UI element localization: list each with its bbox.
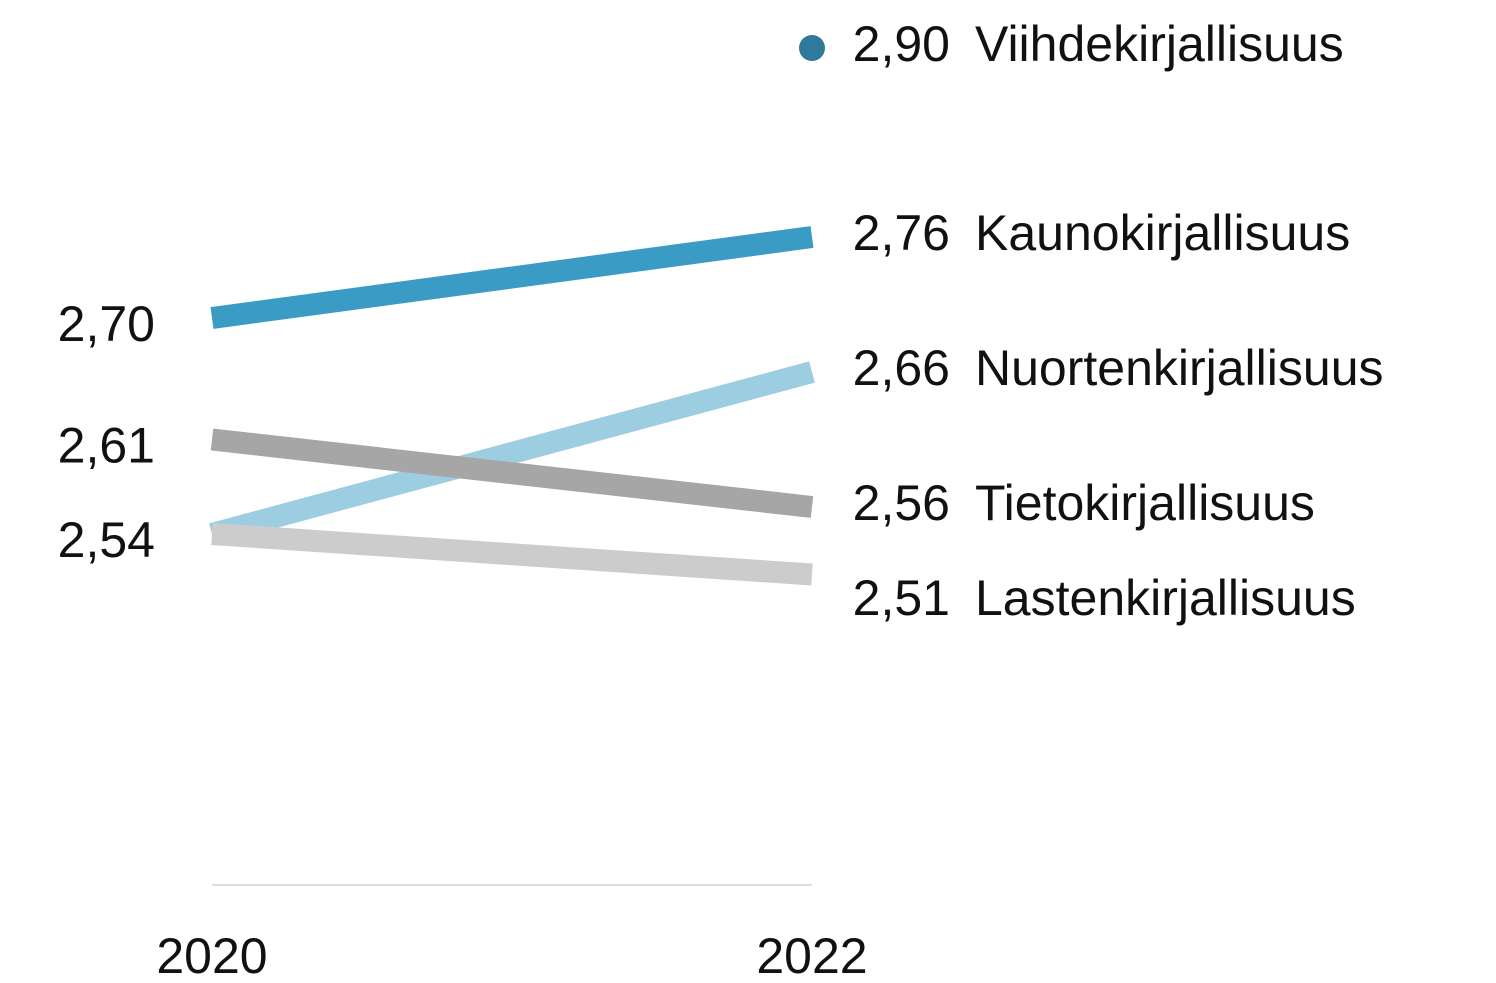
- series-dot: [799, 35, 825, 61]
- series-name: Viihdekirjallisuus: [975, 16, 1344, 72]
- value-label: 2,90: [853, 16, 950, 72]
- x-tick-label: 2022: [756, 928, 867, 983]
- series-line: [210, 226, 814, 329]
- series-line: [211, 523, 813, 586]
- series-name: Tietokirjallisuus: [975, 475, 1315, 531]
- series-name: Kaunokirjallisuus: [975, 205, 1350, 261]
- value-label: 2,54: [58, 512, 155, 568]
- value-label: 2,61: [58, 418, 155, 474]
- value-label: 2,76: [853, 205, 950, 261]
- series-name: Lastenkirjallisuus: [975, 570, 1356, 626]
- series-line: [209, 361, 815, 545]
- value-label: 2,56: [853, 475, 950, 531]
- series-name: Nuortenkirjallisuus: [975, 340, 1384, 396]
- x-tick-label: 2020: [156, 928, 267, 983]
- value-label: 2,66: [853, 340, 950, 396]
- value-label: 2,51: [853, 570, 950, 626]
- value-label: 2,70: [58, 296, 155, 352]
- series-line: [210, 428, 814, 518]
